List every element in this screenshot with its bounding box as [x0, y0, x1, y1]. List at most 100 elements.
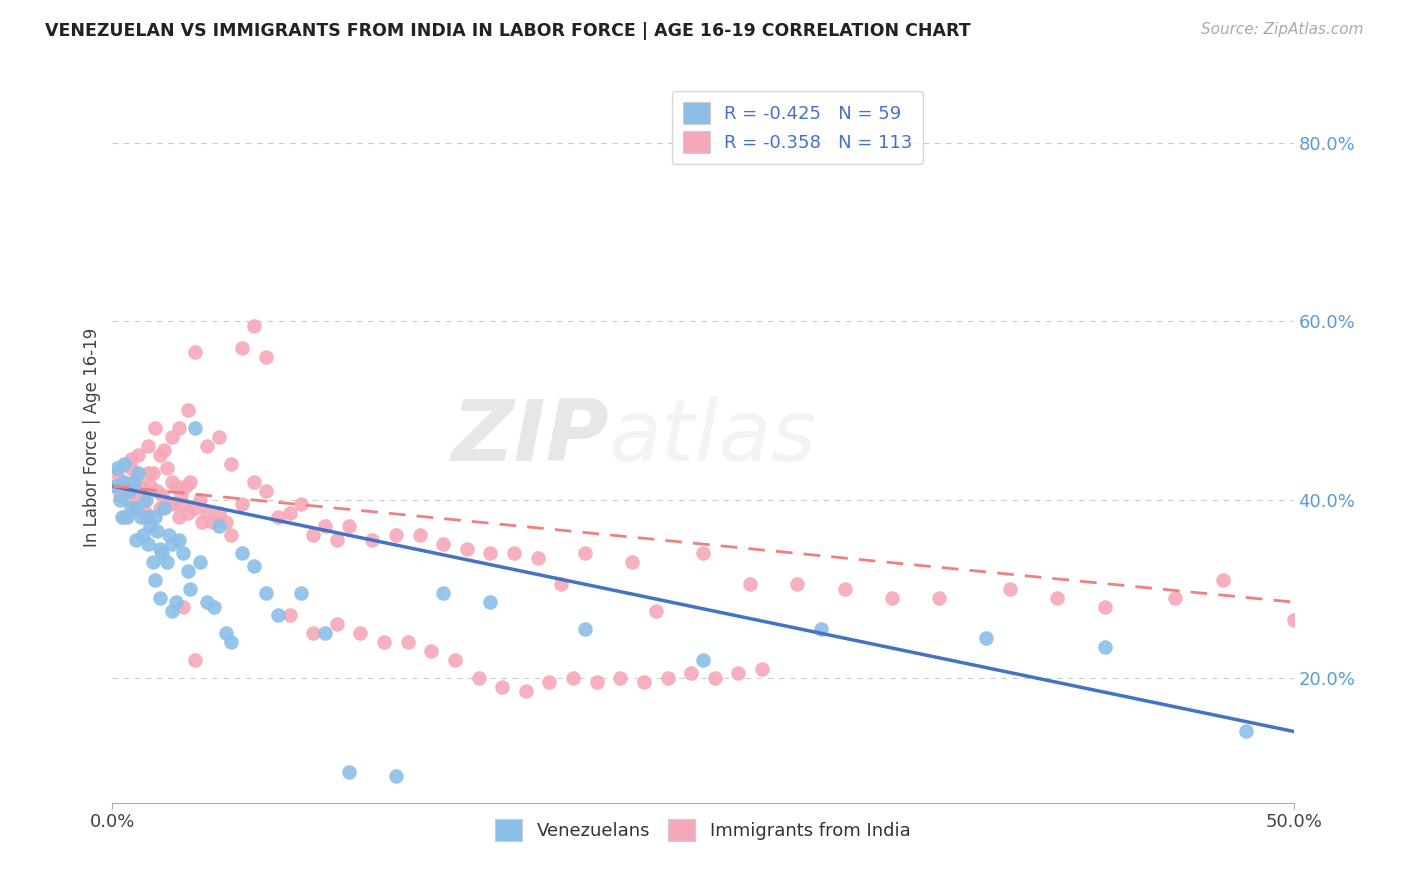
Point: [195, 595, 218, 609]
Point: [179, 582, 201, 596]
Point: [681, 666, 703, 681]
Point: [115, 483, 138, 498]
Point: [231, 546, 253, 560]
Text: ZIP: ZIP: [451, 395, 609, 479]
Point: [167, 510, 190, 524]
Point: [231, 497, 253, 511]
Point: [118, 492, 141, 507]
Point: [156, 555, 179, 569]
Point: [105, 461, 128, 475]
Point: [526, 550, 548, 565]
Point: [163, 497, 186, 511]
Point: [727, 666, 749, 681]
Point: [267, 510, 290, 524]
Point: [215, 626, 238, 640]
Point: [515, 684, 537, 698]
Point: [208, 506, 231, 520]
Point: [135, 492, 157, 507]
Point: [105, 466, 128, 480]
Point: [153, 501, 176, 516]
Point: [143, 510, 166, 524]
Point: [149, 541, 172, 556]
Point: [160, 537, 183, 551]
Point: [125, 501, 148, 516]
Point: [122, 483, 145, 498]
Point: [880, 591, 903, 605]
Point: [314, 626, 336, 640]
Point: [118, 483, 141, 498]
Point: [562, 671, 585, 685]
Point: [112, 510, 135, 524]
Point: [740, 577, 762, 591]
Point: [432, 537, 454, 551]
Point: [408, 528, 430, 542]
Point: [621, 555, 644, 569]
Point: [998, 582, 1021, 596]
Point: [202, 599, 225, 614]
Point: [146, 483, 169, 498]
Point: [1164, 591, 1187, 605]
Point: [834, 582, 856, 596]
Point: [1212, 573, 1234, 587]
Point: [150, 546, 173, 560]
Point: [104, 479, 127, 493]
Point: [231, 341, 253, 355]
Point: [1234, 724, 1257, 739]
Point: [396, 635, 419, 649]
Point: [751, 662, 773, 676]
Point: [132, 528, 155, 542]
Point: [491, 680, 513, 694]
Point: [337, 764, 360, 779]
Point: [188, 555, 211, 569]
Point: [219, 457, 242, 471]
Point: [149, 501, 172, 516]
Point: [172, 546, 194, 560]
Point: [172, 599, 194, 614]
Point: [157, 528, 180, 542]
Point: [1094, 599, 1116, 614]
Point: [160, 475, 183, 489]
Point: [136, 439, 159, 453]
Point: [479, 595, 502, 609]
Point: [136, 466, 159, 480]
Point: [467, 671, 489, 685]
Point: [361, 533, 384, 547]
Point: [108, 492, 131, 507]
Text: atlas: atlas: [609, 395, 817, 479]
Point: [104, 479, 127, 493]
Point: [112, 479, 135, 493]
Point: [170, 488, 193, 502]
Point: [125, 470, 148, 484]
Point: [326, 617, 349, 632]
Point: [195, 439, 218, 453]
Point: [184, 501, 207, 516]
Point: [243, 475, 266, 489]
Point: [243, 559, 266, 574]
Point: [786, 577, 808, 591]
Point: [149, 448, 172, 462]
Point: [172, 497, 194, 511]
Point: [136, 537, 159, 551]
Legend: Venezuelans, Immigrants from India: Venezuelans, Immigrants from India: [488, 812, 918, 848]
Point: [167, 533, 190, 547]
Point: [420, 644, 443, 658]
Point: [132, 492, 155, 507]
Point: [385, 769, 408, 783]
Point: [146, 524, 169, 538]
Point: [129, 479, 152, 493]
Point: [1094, 640, 1116, 654]
Point: [633, 675, 655, 690]
Point: [127, 466, 149, 480]
Point: [657, 671, 679, 685]
Point: [278, 506, 301, 520]
Point: [215, 515, 238, 529]
Point: [254, 483, 277, 498]
Point: [302, 528, 325, 542]
Point: [184, 345, 207, 359]
Point: [585, 675, 607, 690]
Point: [165, 595, 187, 609]
Point: [111, 475, 134, 489]
Point: [188, 492, 211, 507]
Point: [184, 653, 207, 667]
Point: [142, 555, 165, 569]
